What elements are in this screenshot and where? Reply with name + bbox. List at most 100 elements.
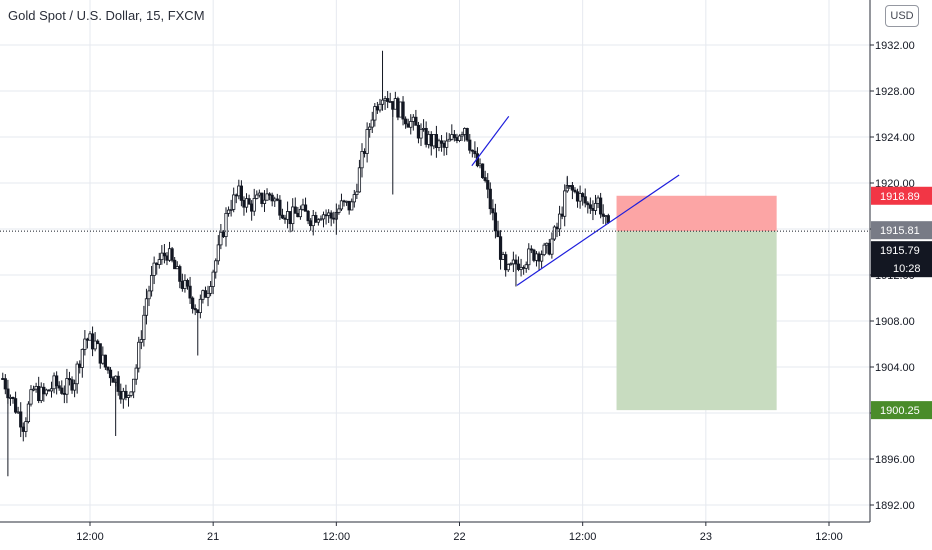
candle	[568, 185, 572, 190]
price-tick-label: 1928.00	[875, 86, 915, 98]
candle	[283, 214, 287, 224]
price-tick-label: 1904.00	[875, 362, 915, 374]
candle	[411, 114, 415, 131]
candle	[216, 235, 220, 265]
candle-body	[575, 191, 580, 202]
candle	[242, 196, 246, 216]
candle-body	[329, 212, 333, 219]
candle	[206, 285, 210, 307]
trendline	[471, 115, 510, 167]
candle	[450, 124, 454, 141]
candle-body	[532, 249, 536, 261]
candle-body	[29, 389, 33, 405]
candle	[380, 90, 385, 111]
candle-body	[21, 426, 25, 432]
candle	[522, 265, 526, 275]
candle-body	[488, 188, 492, 210]
candle	[180, 273, 184, 292]
candle-body	[370, 119, 374, 128]
candle	[201, 289, 205, 304]
candle	[570, 181, 575, 200]
candle	[101, 346, 105, 365]
candle-body	[581, 193, 585, 198]
entry-price-tag-label: 1915.81	[880, 225, 920, 237]
take-profit-zone	[616, 231, 777, 411]
candle-body	[229, 208, 233, 211]
candle	[280, 208, 285, 220]
candle	[103, 354, 107, 371]
candle	[409, 114, 413, 135]
candle	[232, 187, 236, 213]
candle-body	[396, 98, 400, 118]
candle-body	[219, 231, 223, 246]
candle	[1, 372, 5, 380]
candle-body	[157, 259, 161, 265]
candle	[393, 91, 397, 110]
candle-body	[37, 386, 41, 402]
candle	[519, 258, 523, 277]
candle	[144, 288, 149, 325]
time-axis[interactable]: 12:00 21 12:00 22 12:00 23 12:00	[76, 522, 843, 543]
candle	[214, 258, 218, 279]
candle	[596, 195, 600, 209]
candle	[188, 276, 192, 304]
candle	[239, 180, 243, 207]
candle	[509, 262, 513, 266]
candle	[65, 368, 69, 404]
candle	[332, 211, 336, 224]
candle-body	[170, 248, 174, 261]
candle-body	[316, 219, 320, 223]
candle-body	[108, 369, 113, 379]
price-tick-label: 1932.00	[875, 40, 915, 52]
candle	[24, 417, 28, 438]
candle-body	[137, 341, 141, 369]
symbol-title[interactable]: Gold Spot / U.S. Dollar, 15, FXCM	[8, 8, 205, 23]
candle-body	[360, 151, 364, 169]
candle-body	[237, 185, 241, 197]
candle-body	[88, 333, 92, 341]
candle	[270, 192, 274, 207]
candle	[132, 378, 136, 399]
candle-body	[357, 167, 362, 193]
candle	[57, 381, 61, 391]
candle-body	[209, 286, 213, 294]
price-tick-label: 1892.00	[875, 500, 915, 512]
candle	[442, 140, 446, 156]
candle-body	[129, 391, 133, 396]
candle	[445, 132, 449, 156]
candle-body	[604, 215, 608, 217]
candle	[185, 278, 190, 290]
candle-body	[80, 348, 84, 368]
trendlines-layer[interactable]	[471, 115, 680, 286]
candle-body	[427, 134, 431, 145]
candle-body	[560, 213, 564, 217]
candle	[162, 244, 167, 264]
candle	[296, 206, 300, 218]
candle	[540, 250, 544, 268]
candle	[599, 192, 603, 219]
candle	[337, 204, 341, 215]
candle-body	[596, 197, 600, 204]
candle-body	[414, 116, 418, 126]
candle	[129, 391, 133, 398]
candle	[463, 127, 467, 142]
candle-body	[468, 139, 472, 151]
candle-body	[398, 101, 403, 118]
candle	[496, 220, 500, 238]
candle-body	[296, 212, 300, 218]
position-zones[interactable]	[616, 195, 777, 411]
candle-body	[332, 217, 336, 220]
candle-body	[203, 290, 208, 298]
candle	[534, 251, 539, 267]
candle	[209, 280, 213, 297]
candle	[480, 163, 485, 179]
candle-body	[527, 248, 531, 266]
candle-body	[547, 242, 551, 255]
candle-body	[352, 194, 356, 203]
candle-body	[242, 200, 246, 208]
currency-button[interactable]: USD	[885, 5, 919, 27]
candle-body	[324, 214, 328, 217]
candle-body	[291, 206, 295, 225]
candle	[396, 96, 400, 121]
